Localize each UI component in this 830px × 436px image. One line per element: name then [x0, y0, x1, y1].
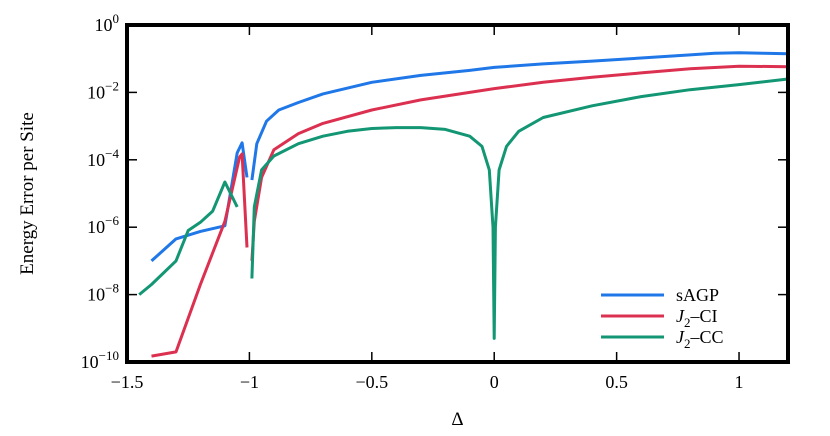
- y-tick-label-base: 10: [87, 217, 105, 237]
- y-tick-label-exponent: −6: [105, 213, 119, 228]
- legend-label-part: –CC: [690, 327, 724, 347]
- x-tick-label: −1: [240, 372, 259, 392]
- legend-label: J2–CC: [676, 327, 724, 351]
- y-tick-label-exponent: −8: [105, 281, 119, 296]
- legend-label: sAGP: [676, 285, 719, 305]
- series-line-2-segment-0: [138, 180, 239, 296]
- y-tick-label-base: 10: [87, 82, 105, 102]
- legend-label: J2–CI: [676, 306, 718, 330]
- y-tick-label: 10−8: [87, 281, 119, 305]
- y-tick-label: 10−6: [87, 213, 119, 237]
- y-tick-label-base: 10: [95, 15, 113, 35]
- series-layer: [138, 51, 789, 358]
- x-axis-title: Δ: [451, 409, 463, 430]
- legend-label-part: –CI: [690, 306, 718, 326]
- series-line-1-segment-0: [151, 152, 249, 358]
- y-tick-label: 10−4: [87, 146, 119, 170]
- y-axis-title: Energy Error per Site: [17, 112, 38, 275]
- y-tick-label: 10−10: [81, 348, 119, 372]
- plot-frame: [125, 23, 790, 364]
- x-tick-label: −0.5: [355, 372, 388, 392]
- y-tick-label-base: 10: [81, 352, 99, 372]
- legend-label-part: 2: [684, 336, 691, 351]
- y-tick-label-exponent: −2: [105, 78, 119, 93]
- series-line-0-segment-0: [150, 141, 249, 263]
- legend-label-part: J: [676, 327, 685, 347]
- y-tick-label: 100: [95, 11, 120, 35]
- y-tick-label-base: 10: [87, 150, 105, 170]
- legend-label-part: sAGP: [676, 285, 719, 305]
- y-tick-label-exponent: −10: [99, 348, 119, 363]
- series-line-1-segment-1: [250, 64, 789, 261]
- y-tick-label-base: 10: [87, 285, 105, 305]
- x-tick-label: 1: [735, 372, 744, 392]
- x-tick-label: −1.5: [111, 372, 144, 392]
- y-tick-label-exponent: −4: [105, 146, 119, 161]
- y-tick-label-exponent: 0: [113, 11, 120, 26]
- x-tick-label: 0: [490, 372, 499, 392]
- y-tick-label: 10−2: [87, 78, 119, 102]
- x-tick-label: 0.5: [605, 372, 628, 392]
- series-line-0-segment-1: [250, 51, 789, 181]
- legend-label-part: 2: [684, 315, 691, 330]
- series-line-2-segment-1: [250, 77, 789, 340]
- legend-label-part: J: [676, 306, 685, 326]
